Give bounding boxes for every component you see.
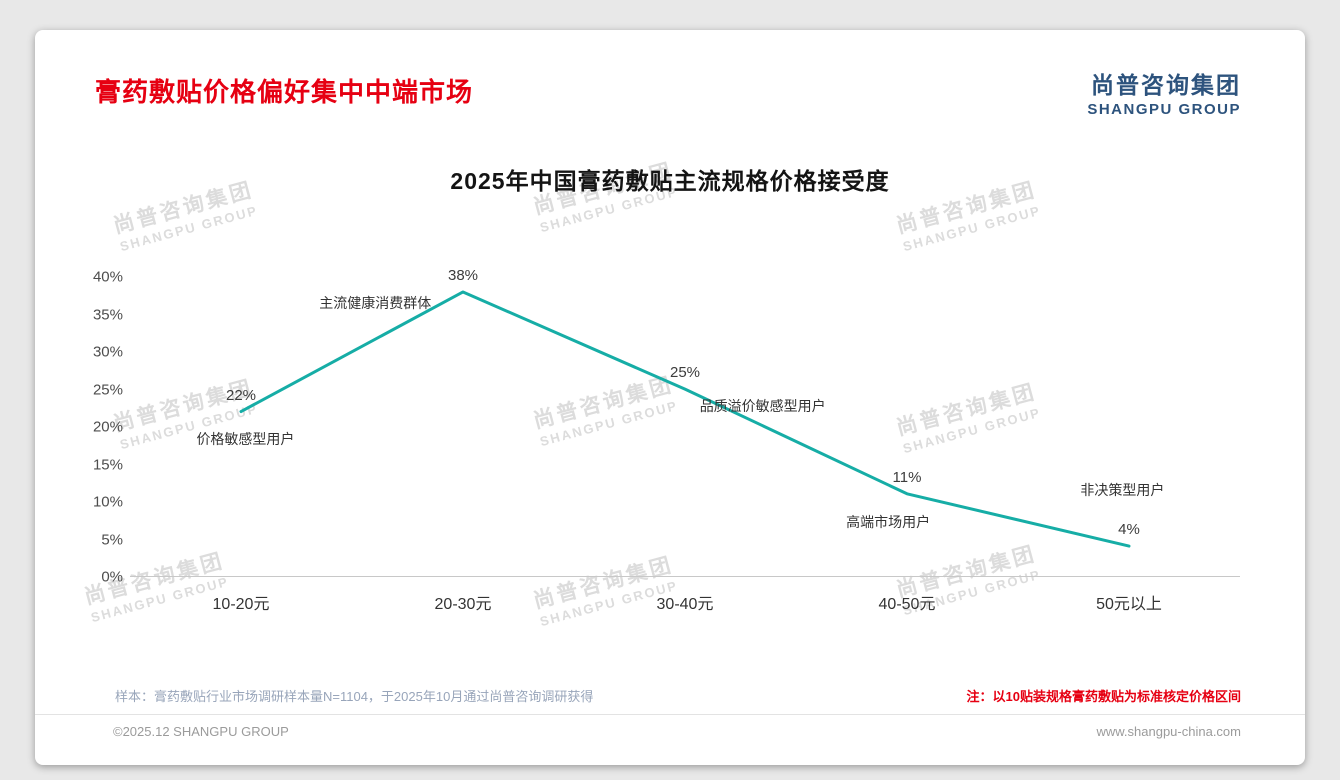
company-logo: 尚普咨询集团 SHANGPU GROUP [1087, 66, 1241, 118]
notes-row: 样本：膏药敷贴行业市场调研样本量N=1104，于2025年10月通过尚普咨询调研… [115, 686, 1241, 705]
data-point-label: 11% [892, 468, 922, 486]
price-basis-note: 注：以10贴装规格膏药敷贴为标准核定价格区间 [966, 689, 1241, 704]
segment-annotation: 价格敏感型用户 [196, 431, 295, 448]
logo-chinese-text: 尚普咨询集团 [1091, 72, 1241, 98]
y-axis-tick-label: 5% [101, 531, 123, 548]
y-axis-tick-label: 35% [92, 306, 123, 323]
x-axis-category-label: 10-20元 [212, 596, 270, 613]
slide-card: 尚普咨询集团 SHANGPU GROUP 尚普咨询集团 SHANGPU GROUP 尚普… [35, 30, 1305, 765]
y-axis-tick-label: 25% [92, 381, 123, 398]
segment-annotation: 品质溢价敏感型用户 [699, 397, 826, 414]
y-axis-tick-label: 10% [92, 493, 123, 511]
chart-title: 2025年中国膏药敷贴主流规格价格接受度 [450, 168, 890, 194]
sample-note: 样本：膏药敷贴行业市场调研样本量N=1104，于2025年10月通过尚普咨询调研… [115, 689, 594, 704]
x-axis-category-label: 20-30元 [434, 596, 492, 613]
x-axis-category-label: 30-40元 [656, 596, 714, 613]
x-axis-category-label: 50元以上 [1096, 596, 1162, 613]
y-axis-tick-label: 0% [101, 568, 123, 586]
segment-annotation: 非决策型用户 [1080, 482, 1165, 499]
logo-english-text: SHANGPU GROUP [1087, 101, 1241, 118]
data-point-label: 4% [1118, 521, 1140, 539]
footer-row: ©2025.12 SHANGPU GROUP www.shangpu-china… [113, 724, 1241, 739]
segment-annotation: 高端市场用户 [846, 514, 931, 531]
data-point-label: 22% [225, 386, 257, 404]
y-axis-tick-label: 40% [92, 268, 123, 286]
page-title: 膏药敷贴价格偏好集中中端市场 [95, 77, 474, 107]
watermark-english: SHANGPU GROUP [901, 202, 1043, 254]
website-link[interactable]: www.shangpu-china.com [1096, 724, 1241, 739]
copyright-text: ©2025.12 SHANGPU GROUP [113, 724, 289, 739]
y-axis-tick-label: 20% [92, 418, 123, 436]
y-axis-tick-label: 30% [92, 343, 123, 361]
segment-annotation: 主流健康消费群体 [319, 295, 432, 311]
watermark-english: SHANGPU GROUP [118, 202, 260, 254]
x-axis-labels: 10-20元 20-30元 30-40元 40-50元 50元以上 [130, 590, 1240, 614]
footer-divider [35, 714, 1305, 715]
plot-area: 22% 38% 25% 11% 4% 价格敏感型用户 主流健康消费群体品质溢价敏感型用户高… [130, 267, 1240, 577]
y-axis-labels: 40% 35% 30% 25% 20% 15% 10% 5% 0% [45, 269, 123, 586]
y-axis-tick-label: 15% [92, 456, 123, 473]
data-point-label: 25% [669, 364, 701, 382]
x-axis-category-label: 40-50元 [878, 596, 936, 613]
data-point-label: 38% [447, 266, 479, 284]
trend-line-chart [239, 290, 1131, 548]
